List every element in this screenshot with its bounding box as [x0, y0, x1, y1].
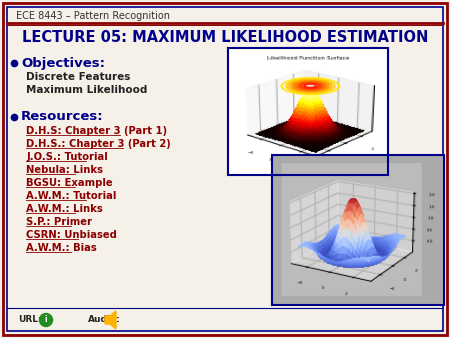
Text: Objectives:: Objectives: — [21, 56, 105, 70]
Text: A.W.M.: Tutorial: A.W.M.: Tutorial — [26, 191, 117, 201]
Text: D.H.S: Chapter 3 (Part 1): D.H.S: Chapter 3 (Part 1) — [26, 126, 167, 136]
Bar — [228, 48, 388, 175]
Text: i: i — [45, 315, 47, 324]
Circle shape — [40, 314, 53, 327]
Bar — [272, 155, 444, 305]
Text: A.W.M.: Bias: A.W.M.: Bias — [26, 243, 97, 253]
Text: ECE 8443 – Pattern Recognition: ECE 8443 – Pattern Recognition — [16, 11, 170, 21]
Text: Audio:: Audio: — [88, 315, 121, 324]
Text: CSRN: Unbiased: CSRN: Unbiased — [26, 230, 117, 240]
Text: Resources:: Resources: — [21, 111, 104, 123]
Text: Maximum Likelihood: Maximum Likelihood — [26, 85, 148, 95]
Text: LECTURE 05: MAXIMUM LIKELIHOOD ESTIMATION: LECTURE 05: MAXIMUM LIKELIHOOD ESTIMATIO… — [22, 30, 428, 46]
Text: A.W.M.: Links: A.W.M.: Links — [26, 204, 103, 214]
Text: Discrete Features: Discrete Features — [26, 72, 130, 82]
Polygon shape — [105, 311, 116, 329]
Text: URL:: URL: — [18, 315, 41, 324]
Text: J.O.S.: Tutorial: J.O.S.: Tutorial — [26, 152, 108, 162]
Text: D.H.S.: Chapter 3 (Part 2): D.H.S.: Chapter 3 (Part 2) — [26, 139, 171, 149]
Text: BGSU: Example: BGSU: Example — [26, 178, 112, 188]
Text: S.P.: Primer: S.P.: Primer — [26, 217, 92, 227]
Text: Nebula: Links: Nebula: Links — [26, 165, 103, 175]
